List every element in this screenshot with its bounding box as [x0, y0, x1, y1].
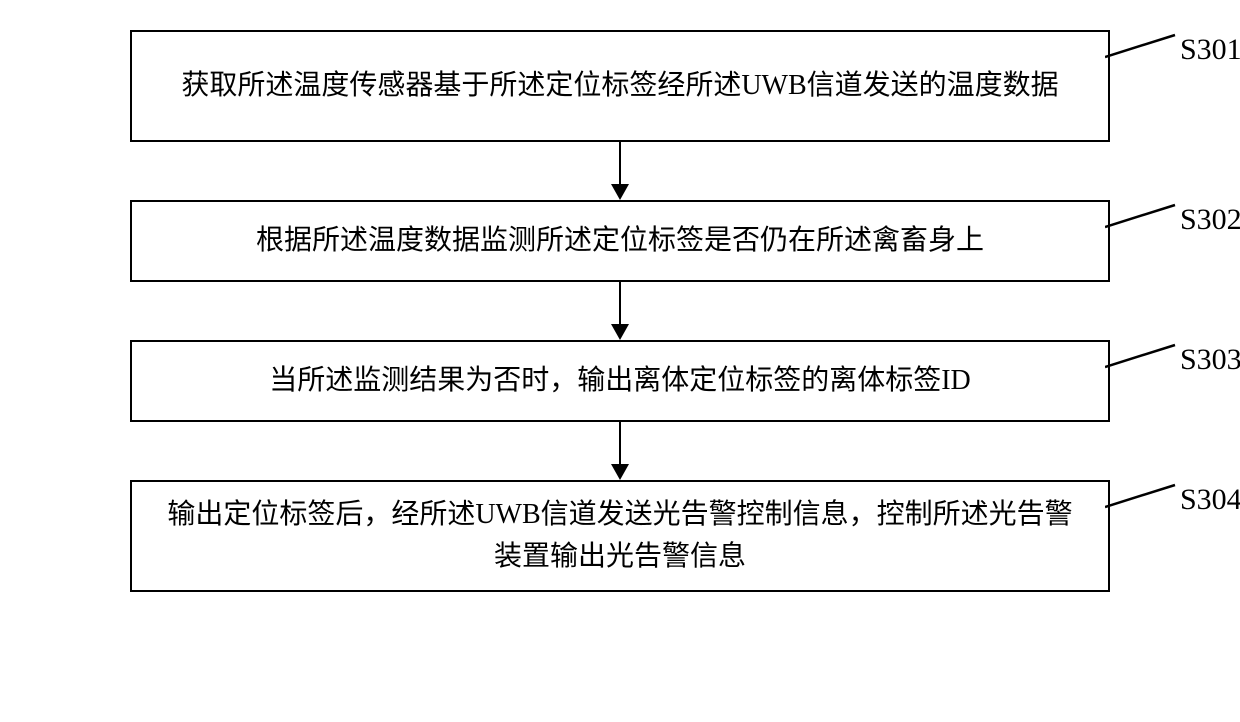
leader-line-s304	[1105, 475, 1185, 515]
step-s302: 根据所述温度数据监测所述定位标签是否仍在所述禽畜身上 S302	[0, 200, 1240, 282]
step-s304: 输出定位标签后，经所述UWB信道发送光告警控制信息，控制所述光告警装置输出光告警…	[0, 480, 1240, 592]
leader-line-s303	[1105, 335, 1185, 375]
arrow-s303-to-s304	[611, 422, 629, 480]
arrow-s302-to-s303	[611, 282, 629, 340]
step-box-s304: 输出定位标签后，经所述UWB信道发送光告警控制信息，控制所述光告警装置输出光告警…	[130, 480, 1110, 592]
step-label-s301: S301	[1180, 33, 1240, 67]
step-label-s304: S304	[1180, 483, 1240, 517]
step-s303: 当所述监测结果为否时，输出离体定位标签的离体标签ID S303	[0, 340, 1240, 422]
step-label-s302: S302	[1180, 203, 1240, 237]
step-s301: 获取所述温度传感器基于所述定位标签经所述UWB信道发送的温度数据 S301	[0, 30, 1240, 142]
leader-line-s301	[1105, 25, 1185, 65]
arrow-head-icon	[611, 324, 629, 340]
step-box-s302: 根据所述温度数据监测所述定位标签是否仍在所述禽畜身上	[130, 200, 1110, 282]
arrow-head-icon	[611, 184, 629, 200]
flowchart-container: 获取所述温度传感器基于所述定位标签经所述UWB信道发送的温度数据 S301 根据所述…	[0, 30, 1240, 592]
arrow-head-icon	[611, 464, 629, 480]
step-label-s303: S303	[1180, 343, 1240, 377]
arrow-s301-to-s302	[611, 142, 629, 200]
arrow-line	[619, 142, 622, 184]
leader-line-s302	[1105, 195, 1185, 235]
arrow-line	[619, 282, 622, 324]
arrow-line	[619, 422, 622, 464]
step-box-s303: 当所述监测结果为否时，输出离体定位标签的离体标签ID	[130, 340, 1110, 422]
step-box-s301: 获取所述温度传感器基于所述定位标签经所述UWB信道发送的温度数据	[130, 30, 1110, 142]
